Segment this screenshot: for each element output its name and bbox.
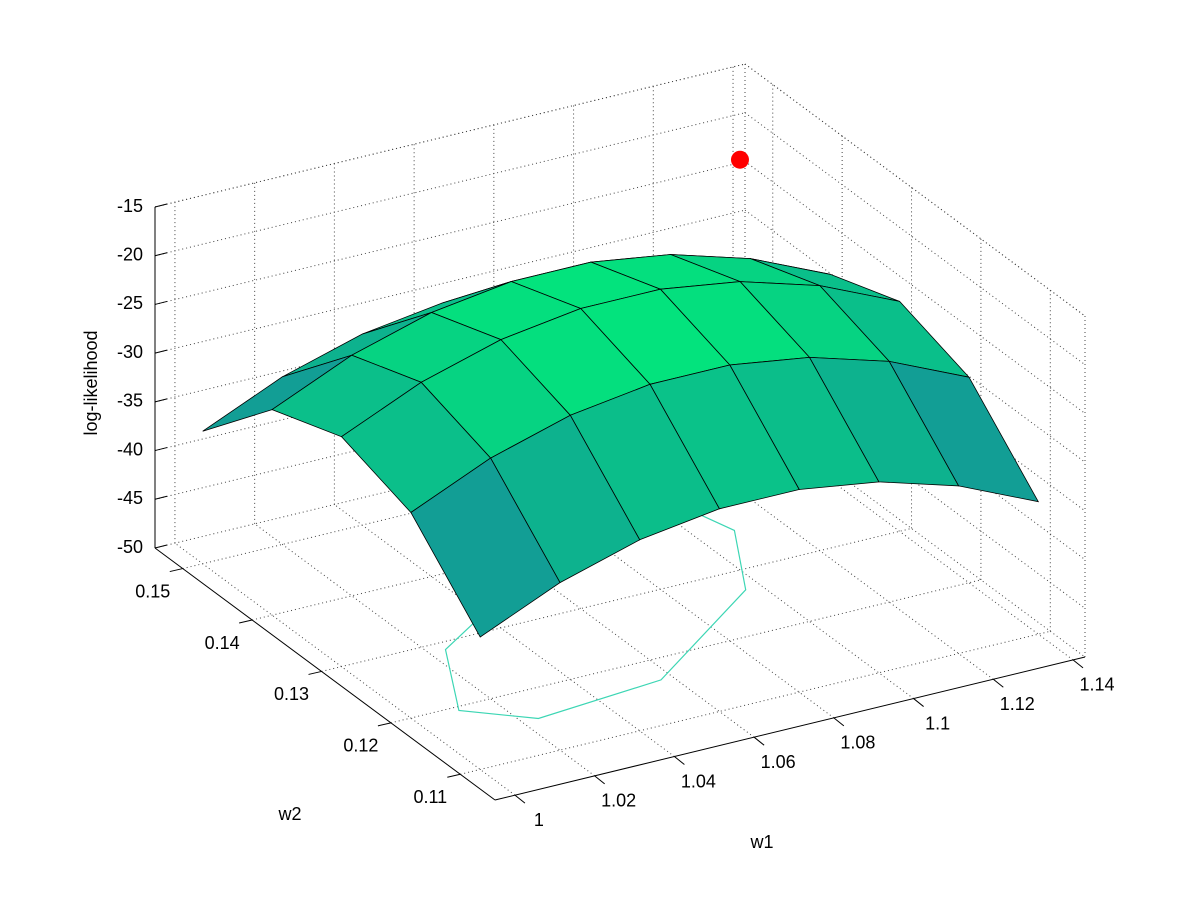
y-tick bbox=[447, 773, 461, 778]
x-tick bbox=[594, 775, 605, 785]
z-tick-label: -35 bbox=[117, 391, 143, 411]
z-tick-label: -45 bbox=[117, 488, 143, 508]
z-tick bbox=[154, 252, 168, 257]
z-tick bbox=[154, 398, 168, 403]
x-tick-label: 1.1 bbox=[925, 713, 950, 733]
x-tick-label: 1.02 bbox=[601, 791, 636, 811]
x-tick-label: 1.06 bbox=[761, 752, 796, 772]
z-tick bbox=[154, 349, 168, 354]
y-axis-label: w2 bbox=[277, 804, 301, 824]
max-point bbox=[730, 150, 749, 169]
z-tick-label: -40 bbox=[117, 439, 143, 459]
x-axis-label: w1 bbox=[749, 832, 773, 852]
z-tick-label: -20 bbox=[117, 244, 143, 264]
x-tick bbox=[913, 698, 924, 707]
axes: 1 1.02 1.04 1.06 1.08 1.1 1.12 1.14 0.11 0.12 0.13… bbox=[117, 196, 1115, 830]
z-tick bbox=[154, 447, 168, 452]
y-tick bbox=[308, 670, 322, 675]
box-edge bbox=[744, 63, 1086, 317]
x-axis bbox=[494, 656, 1086, 801]
x-tick-label: 1 bbox=[534, 810, 544, 830]
y-tick-label: 0.15 bbox=[135, 581, 170, 601]
x-tick-label: 1.14 bbox=[1080, 675, 1115, 695]
grid-line bbox=[744, 161, 1086, 414]
y-tick bbox=[239, 619, 253, 624]
x-tick-label: 1.08 bbox=[840, 733, 875, 753]
z-tick bbox=[154, 495, 168, 500]
x-tick-label: 1.12 bbox=[1000, 694, 1035, 714]
grid-line bbox=[744, 307, 1086, 560]
grid-line bbox=[254, 523, 595, 777]
z-tick bbox=[154, 544, 168, 549]
z-tick-label: -15 bbox=[117, 196, 143, 216]
grid-line bbox=[174, 542, 516, 796]
x-tick bbox=[514, 794, 526, 804]
y-tick-label: 0.14 bbox=[205, 633, 240, 653]
grid-line bbox=[334, 504, 675, 757]
x-tick bbox=[833, 717, 845, 727]
grid-line bbox=[744, 112, 1086, 366]
z-tick-label: -50 bbox=[117, 537, 143, 557]
grid-line bbox=[744, 404, 1086, 658]
x-tick bbox=[753, 736, 765, 746]
z-tick bbox=[154, 300, 168, 305]
x-tick bbox=[674, 756, 685, 765]
grid-line bbox=[744, 258, 1086, 512]
y-tick bbox=[169, 568, 183, 573]
y-tick-label: 0.12 bbox=[343, 736, 378, 756]
z-tick bbox=[154, 203, 168, 208]
y-tick-label: 0.13 bbox=[274, 684, 309, 704]
surface bbox=[202, 150, 1040, 638]
z-tick-label: -30 bbox=[117, 342, 143, 362]
grid-line bbox=[744, 209, 1086, 463]
z-tick-label: -25 bbox=[117, 293, 143, 313]
y-tick bbox=[377, 722, 392, 727]
x-tick bbox=[1072, 659, 1084, 669]
y-tick-label: 0.11 bbox=[413, 787, 447, 807]
surface-patch bbox=[410, 457, 561, 638]
x-tick bbox=[992, 678, 1004, 688]
y-axis bbox=[154, 547, 496, 801]
x-tick-label: 1.04 bbox=[681, 771, 716, 791]
z-axis-label: log-likelihood bbox=[81, 330, 101, 435]
grid-line bbox=[744, 355, 1086, 609]
